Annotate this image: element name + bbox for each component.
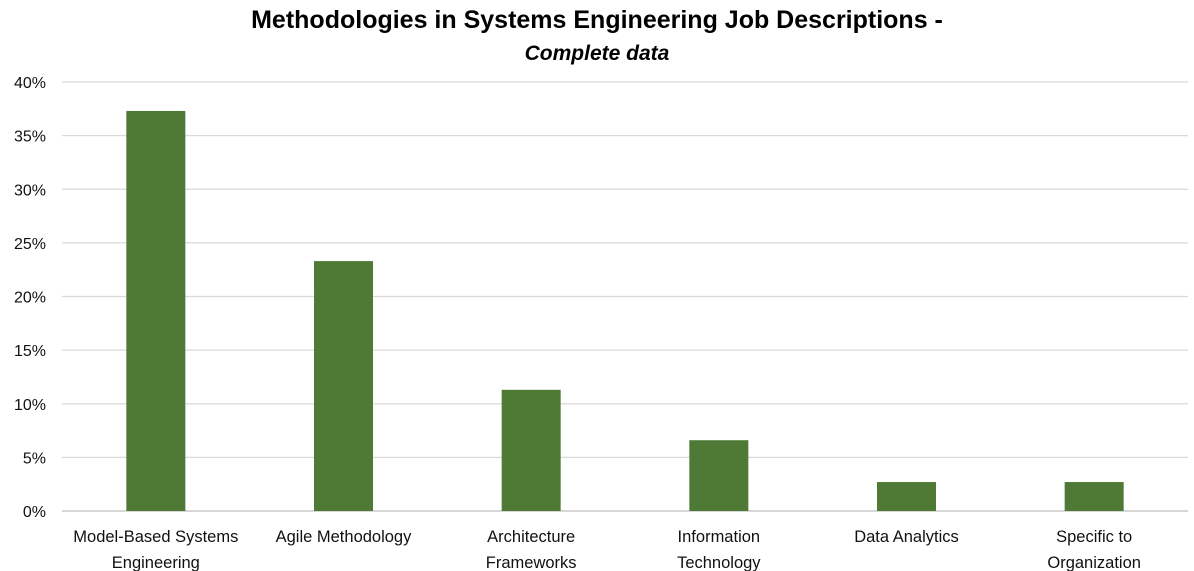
y-tick-label: 35% [14,129,46,146]
bar [877,482,936,511]
chart-title: Methodologies in Systems Engineering Job… [251,6,943,34]
y-tick-label: 0% [23,504,46,521]
bars [126,110,1124,512]
x-category-label: Agile Methodology [276,528,413,546]
y-tick-label: 30% [14,182,46,199]
gridlines [62,81,1188,512]
x-axis-labels: Model-Based Systems Engineering Agile Meth… [73,528,1141,571]
chart-subtitle: Complete data [524,42,670,65]
x-category-label: Information Technology [677,528,761,571]
bar [501,389,561,511]
y-tick-label: 20% [14,290,46,307]
y-tick-label: 25% [14,236,46,253]
bar [689,440,749,511]
y-tick-label: 15% [14,343,46,360]
y-axis-ticks: 0% 5% 10% 15% 20% 25% 30% 35% 40% [14,75,46,521]
bar [1064,482,1124,511]
x-category-label: Model-Based Systems Engineering [73,528,238,571]
x-category-label: Specific to Organization [1047,528,1141,571]
y-tick-label: 40% [14,75,46,92]
y-tick-label: 5% [23,450,46,467]
x-category-label: Data Analytics [854,528,959,546]
bar [314,261,373,511]
x-category-label: Architecture Frameworks [486,528,577,571]
y-tick-label: 10% [14,397,46,414]
bar [126,110,186,512]
